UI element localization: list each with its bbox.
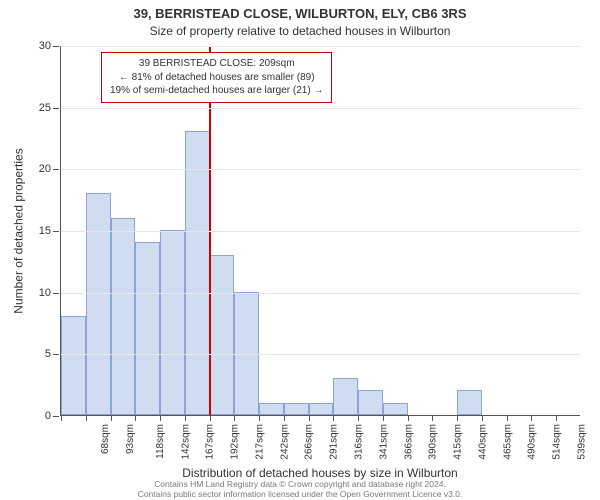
x-tick-label: 242sqm — [279, 424, 290, 460]
plot-area: 39 BERRISTEAD CLOSE: 209sqm ← 81% of det… — [60, 46, 580, 416]
x-tick — [482, 415, 483, 421]
gridline — [61, 46, 580, 47]
y-tick-label: 25 — [39, 102, 61, 114]
bar — [358, 390, 383, 415]
x-tick-label: 142sqm — [180, 424, 191, 460]
y-axis-label-wrap: Number of detached properties — [12, 46, 26, 416]
annotation-box: 39 BERRISTEAD CLOSE: 209sqm ← 81% of det… — [101, 52, 332, 103]
gridline — [61, 293, 580, 294]
gridline — [61, 108, 580, 109]
bar — [457, 390, 482, 415]
x-tick — [234, 415, 235, 421]
x-tick — [61, 415, 62, 421]
x-tick-label: 514sqm — [552, 424, 563, 460]
x-tick — [86, 415, 87, 421]
x-tick — [358, 415, 359, 421]
annotation-line-1: 39 BERRISTEAD CLOSE: 209sqm — [110, 57, 323, 71]
x-tick — [210, 415, 211, 421]
bar — [333, 378, 358, 415]
x-tick — [333, 415, 334, 421]
y-tick-label: 15 — [39, 225, 61, 237]
x-tick — [160, 415, 161, 421]
bar — [135, 242, 160, 415]
x-tick — [457, 415, 458, 421]
chart-title: 39, BERRISTEAD CLOSE, WILBURTON, ELY, CB… — [0, 6, 600, 21]
x-tick — [259, 415, 260, 421]
x-tick-label: 415sqm — [453, 424, 464, 460]
chart-subtitle: Size of property relative to detached ho… — [0, 24, 600, 38]
bar — [234, 292, 259, 415]
x-tick — [309, 415, 310, 421]
x-tick-label: 266sqm — [304, 424, 315, 460]
x-tick — [556, 415, 557, 421]
x-tick-label: 291sqm — [329, 424, 340, 460]
x-tick-label: 118sqm — [155, 424, 166, 459]
x-tick-label: 167sqm — [205, 424, 216, 460]
x-tick-label: 465sqm — [502, 424, 513, 460]
x-tick-label: 341sqm — [378, 424, 389, 460]
chart-container: 39, BERRISTEAD CLOSE, WILBURTON, ELY, CB… — [0, 0, 600, 500]
x-tick-label: 217sqm — [255, 424, 266, 460]
x-tick — [408, 415, 409, 421]
y-tick-label: 5 — [45, 348, 61, 360]
bar — [210, 255, 235, 415]
bar — [383, 403, 408, 415]
y-tick-label: 30 — [39, 40, 61, 52]
x-tick — [383, 415, 384, 421]
x-tick — [432, 415, 433, 421]
x-tick-label: 68sqm — [100, 424, 111, 454]
x-tick-label: 539sqm — [576, 424, 587, 460]
x-tick — [507, 415, 508, 421]
x-tick — [185, 415, 186, 421]
bar — [86, 193, 111, 415]
x-tick-label: 93sqm — [125, 424, 136, 454]
bar — [259, 403, 284, 415]
annotation-line-2: ← 81% of detached houses are smaller (89… — [110, 71, 323, 85]
footer-line-1: Contains HM Land Registry data © Crown c… — [0, 479, 600, 489]
bar — [185, 131, 210, 415]
x-tick — [135, 415, 136, 421]
y-tick-label: 20 — [39, 163, 61, 175]
bar — [61, 316, 86, 415]
bar — [111, 218, 136, 415]
bar — [160, 230, 185, 415]
gridline — [61, 354, 580, 355]
x-tick-label: 316sqm — [354, 424, 365, 460]
y-axis-label: Number of detached properties — [12, 148, 26, 313]
bar — [309, 403, 334, 415]
footer-line-2: Contains public sector information licen… — [0, 489, 600, 499]
footer-attribution: Contains HM Land Registry data © Crown c… — [0, 479, 600, 499]
x-tick-label: 440sqm — [477, 424, 488, 460]
x-tick-label: 192sqm — [230, 424, 241, 460]
x-tick — [284, 415, 285, 421]
x-tick — [531, 415, 532, 421]
bar — [284, 403, 309, 415]
x-tick-label: 366sqm — [403, 424, 414, 460]
gridline — [61, 169, 580, 170]
y-tick-label: 10 — [39, 287, 61, 299]
x-tick-label: 390sqm — [428, 424, 439, 460]
annotation-line-3: 19% of semi-detached houses are larger (… — [110, 84, 323, 98]
gridline — [61, 231, 580, 232]
x-tick — [111, 415, 112, 421]
x-tick-label: 490sqm — [527, 424, 538, 460]
y-tick-label: 0 — [45, 410, 61, 422]
